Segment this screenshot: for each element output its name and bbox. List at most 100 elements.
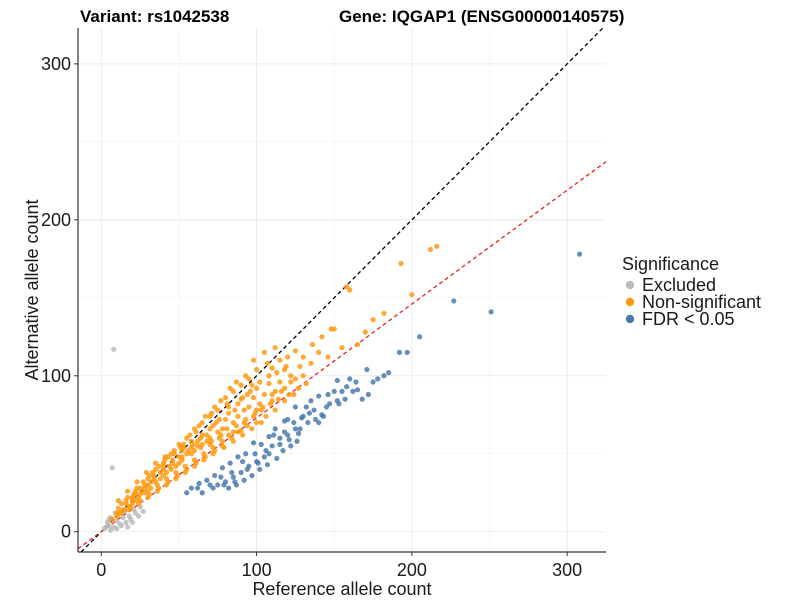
data-point — [300, 354, 306, 360]
data-point — [253, 419, 260, 426]
data-point — [160, 463, 167, 469]
data-point — [241, 477, 247, 483]
legend-item: Non-significant — [625, 292, 761, 312]
data-point — [269, 391, 275, 398]
data-point — [204, 477, 210, 483]
data-point — [292, 426, 299, 432]
data-point — [252, 451, 258, 457]
data-point — [115, 505, 121, 511]
data-point — [230, 429, 236, 435]
data-point — [331, 388, 337, 394]
data-point — [199, 441, 205, 447]
data-point — [267, 401, 274, 407]
data-point — [288, 379, 294, 385]
data-point — [238, 469, 244, 476]
data-point — [451, 298, 457, 304]
axes — [77, 28, 606, 553]
data-point — [202, 454, 208, 460]
data-point — [316, 393, 322, 399]
data-point — [233, 379, 239, 385]
data-point — [404, 349, 410, 355]
data-point — [227, 385, 233, 391]
data-point — [238, 382, 244, 388]
data-point — [179, 454, 185, 460]
legend-label: Non-significant — [642, 292, 761, 312]
data-point — [241, 407, 247, 413]
data-point — [222, 416, 229, 423]
data-point — [297, 363, 303, 370]
data-point — [128, 504, 134, 510]
data-point — [261, 454, 267, 460]
tick-labels: 0 100 200 300 0 100 200 300 — [41, 54, 582, 580]
data-point — [243, 373, 249, 379]
data-point — [151, 476, 157, 482]
data-point — [277, 435, 283, 441]
data-point — [244, 391, 250, 398]
data-point — [140, 508, 146, 515]
data-point — [354, 341, 361, 348]
data-point — [132, 491, 139, 497]
data-point — [381, 373, 387, 379]
data-point — [283, 363, 289, 370]
data-point — [294, 438, 300, 444]
data-point — [181, 444, 187, 451]
data-point — [199, 490, 205, 496]
data-point — [118, 510, 125, 516]
data-point — [398, 260, 404, 267]
series-fdr-0-05 — [184, 251, 583, 496]
data-point — [243, 451, 249, 457]
data-point — [253, 366, 260, 373]
data-point — [249, 426, 255, 432]
legend-swatch — [625, 314, 635, 324]
data-point — [258, 407, 264, 413]
data-point — [240, 432, 246, 438]
data-point — [235, 454, 241, 460]
legend-item: Excluded — [625, 275, 716, 295]
data-point — [255, 460, 261, 466]
data-point — [280, 448, 286, 454]
data-point — [235, 429, 241, 435]
data-point — [109, 465, 115, 471]
data-point — [233, 423, 239, 429]
data-point — [434, 243, 440, 249]
data-point — [250, 357, 257, 363]
data-point — [365, 391, 371, 398]
data-point — [409, 292, 415, 298]
legend-title: Significance — [622, 254, 719, 274]
reference-line-identity — [80, 27, 604, 553]
data-point — [219, 426, 226, 432]
data-point — [224, 426, 230, 432]
data-point — [305, 419, 311, 426]
data-point — [278, 388, 285, 394]
data-point — [218, 432, 224, 438]
data-point — [187, 432, 193, 438]
x-tick-label: 300 — [552, 560, 582, 580]
data-point — [292, 376, 299, 382]
data-point — [134, 485, 140, 491]
data-point — [156, 485, 162, 491]
data-point — [244, 423, 250, 429]
x-tick-label: 100 — [242, 560, 272, 580]
data-point — [292, 348, 299, 354]
data-point — [188, 451, 194, 457]
data-point — [157, 476, 163, 482]
data-point — [235, 401, 241, 407]
data-point — [123, 501, 129, 507]
data-point — [291, 391, 297, 398]
data-point — [325, 391, 331, 398]
data-point — [114, 526, 120, 532]
data-point — [143, 469, 149, 476]
data-point — [286, 391, 292, 398]
data-point — [250, 395, 257, 401]
data-point — [219, 465, 226, 471]
data-point — [258, 419, 264, 426]
data-point — [176, 460, 182, 466]
data-point — [140, 479, 146, 485]
data-point — [108, 527, 114, 533]
data-point — [263, 413, 269, 419]
data-point — [165, 479, 171, 485]
data-point — [208, 438, 215, 444]
data-point — [134, 479, 140, 485]
legend-label: Excluded — [642, 275, 716, 295]
